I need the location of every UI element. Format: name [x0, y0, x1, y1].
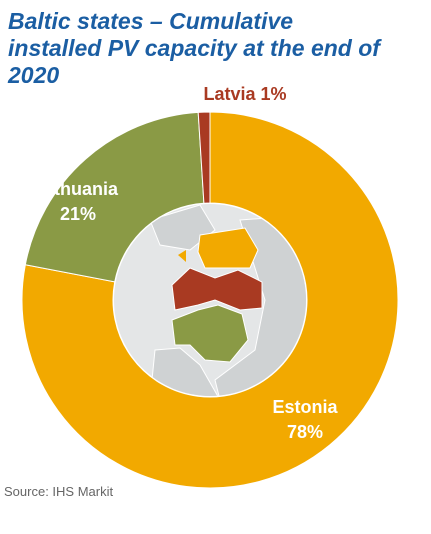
value-label: 21%	[60, 204, 96, 224]
value-label: 78%	[287, 422, 323, 442]
center-map	[114, 204, 306, 396]
value-label: 1%	[261, 84, 287, 104]
category-label: Estonia	[272, 397, 338, 417]
donut-slice	[21, 111, 399, 489]
slice-label: Latvia 1%	[203, 84, 286, 104]
donut-slice	[197, 111, 211, 204]
source-note: Source: IHS Markit	[4, 484, 114, 499]
donut-slice	[24, 111, 205, 283]
chart-title: Baltic states – Cumulative installed PV …	[8, 8, 380, 88]
category-label: Lithuania	[38, 179, 119, 199]
category-label: Latvia	[203, 84, 256, 104]
